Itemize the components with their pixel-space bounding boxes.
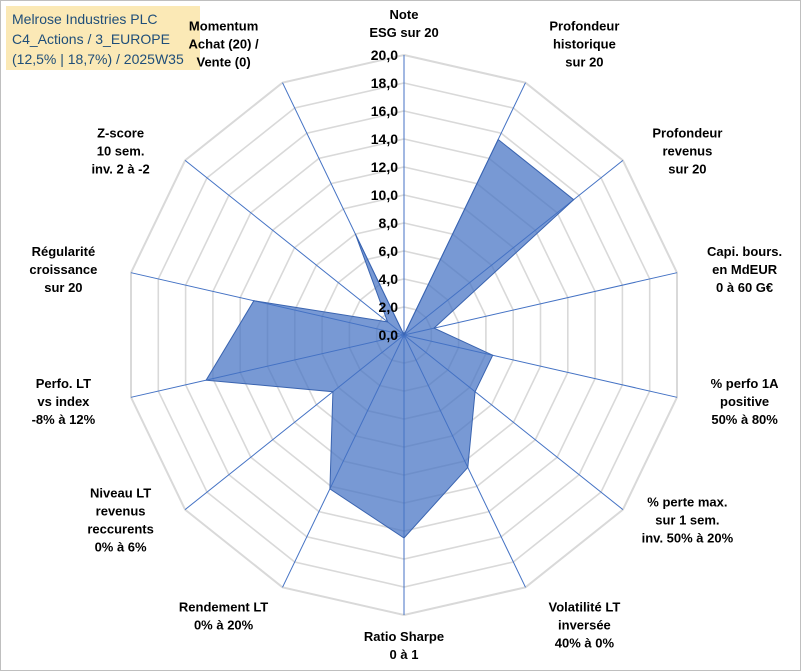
axis-label-line: Momentum [189,18,258,33]
axis-label-line: reccurents [87,522,153,537]
axis-label-line: Z-score [97,125,144,140]
axis-label: Profondeur historique sur 20 [549,18,619,69]
axis-label-line: -8% à 12% [32,412,96,427]
tick-label: 6,0 [379,243,399,259]
axis-label-line: inv. 50% à 20% [642,531,734,546]
tick-label: 0,0 [379,327,399,343]
axis-label-line: 0 à 60 G€ [716,280,773,295]
tick-label: 10,0 [371,187,398,203]
tick-label: 2,0 [379,299,399,315]
axis-label-line: Profondeur [549,18,619,33]
axis-label-line: 0% à 20% [194,618,254,633]
axis-label-line: sur 20 [565,54,603,69]
axis-label: Profondeur revenus sur 20 [652,125,722,176]
axis-label-line: vs index [37,394,90,409]
radar-series [205,138,575,539]
axis-label-line: Ratio Sharpe [364,629,444,644]
axis-label: Ratio Sharpe 0 à 1 [364,629,444,662]
axis-label-line: positive [720,394,769,409]
axis-label: % perte max. sur 1 sem. inv. 50% à 20% [642,495,734,546]
axis-label-line: sur 20 [668,161,706,176]
tick-label: 4,0 [379,271,399,287]
tick-label: 8,0 [379,215,399,231]
axis-spoke [184,160,405,336]
axis-label-line: ESG sur 20 [369,25,438,40]
axis-label-line: 40% à 0% [555,636,615,651]
axis-label-line: Profondeur [652,125,722,140]
axis-label: Capi. bours. en MdEUR 0 à 60 G€ [707,244,782,295]
axis-label-line: 0 à 1 [390,647,419,662]
axis-label-line: inversée [558,618,611,633]
axis-label-line: revenus [662,143,712,158]
axis-label: Volatilité LT inversée 40% à 0% [549,600,621,651]
axis-label: Z-score 10 sem. inv. 2 à -2 [91,125,149,176]
axis-label-line: sur 20 [44,280,82,295]
company-name: Melrose Industries PLC [12,11,158,27]
axis-label: Rendement LT 0% à 20% [179,600,268,633]
axis-label-line: % perte max. [647,495,727,510]
axis-label-line: Achat (20) / [189,36,259,51]
axis-label: Régularité croissance sur 20 [29,244,97,295]
axis-label: % perfo 1A positive 50% à 80% [711,376,780,427]
performance-line: (12,5% | 18,7%) / 2025W35 [12,51,184,67]
axis-label-line: croissance [29,262,97,277]
axis-label: Niveau LT revenus reccurents 0% à 6% [87,486,153,555]
radar-axis-labels: Note ESG sur 20 Profondeur historique sur 20… [29,7,782,662]
axis-label-line: Volatilité LT [549,600,621,615]
axis-label-line: sur 1 sem. [655,513,719,528]
series-area [205,138,575,539]
axis-label-line: Régularité [32,244,96,259]
axis-label-line: Perfo. LT [36,376,91,391]
axis-label-line: 10 sem. [97,143,145,158]
axis-label-line: Note [390,7,419,22]
axis-label-line: Capi. bours. [707,244,782,259]
axis-label-line: Rendement LT [179,600,268,615]
axis-label: Note ESG sur 20 [369,7,438,40]
axis-label-line: 50% à 80% [711,412,778,427]
chart-header-box: Melrose Industries PLC C4_Actions / 3_EU… [6,6,200,70]
axis-label-line: 0% à 6% [95,540,147,555]
axis-label-line: revenus [96,504,146,519]
axis-label-line: historique [553,36,616,51]
axis-label-line: Niveau LT [90,486,151,501]
tick-label: 18,0 [371,75,398,91]
axis-label-line: % perfo 1A [711,376,780,391]
category-line: C4_Actions / 3_EUROPE [12,31,170,47]
axis-label: Momentum Achat (20) / Vente (0) [189,18,259,69]
tick-label: 16,0 [371,103,398,119]
tick-label: 14,0 [371,131,398,147]
tick-label: 12,0 [371,159,398,175]
axis-label-line: Vente (0) [197,54,251,69]
tick-label: 20,0 [371,47,398,63]
axis-label-line: inv. 2 à -2 [91,161,149,176]
axis-label: Perfo. LT vs index -8% à 12% [32,376,96,427]
radar-tick-labels: 0,0 2,0 4,0 6,0 8,0 10,0 12,0 14,0 16,0 18,0 20,0 [371,47,398,343]
axis-label-line: en MdEUR [712,262,778,277]
axis-spoke [403,272,678,336]
